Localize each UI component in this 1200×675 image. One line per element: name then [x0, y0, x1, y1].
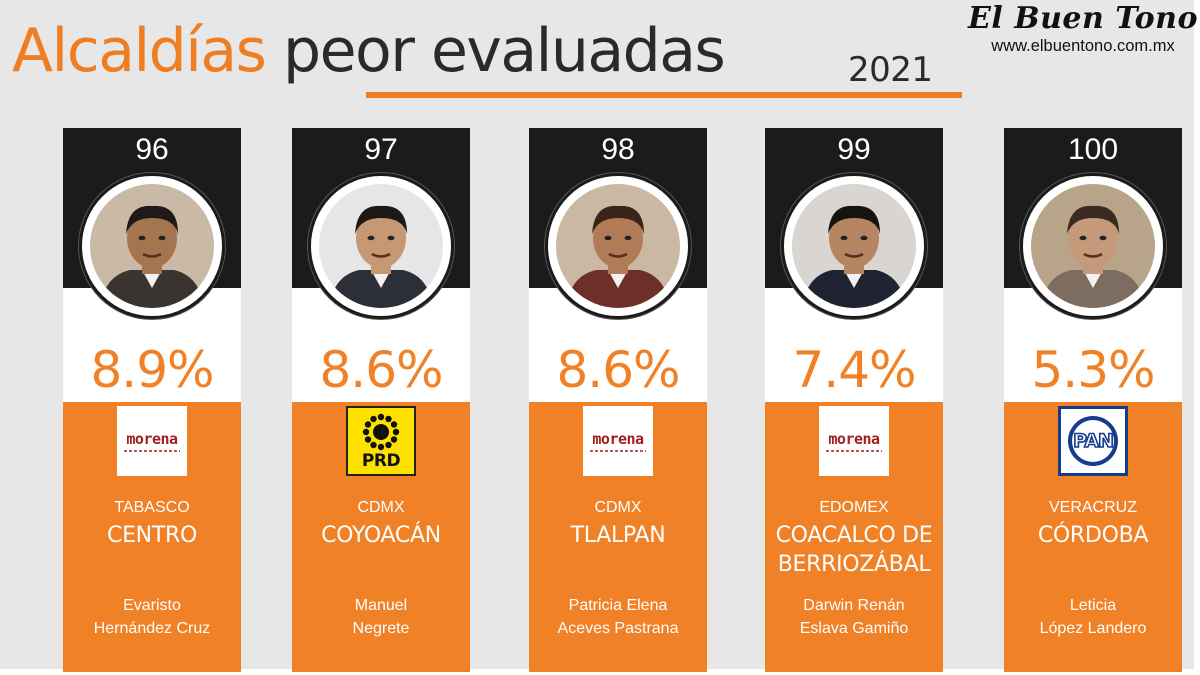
mayor-name: Patricia Elena Aceves Pastrana — [529, 594, 707, 640]
mayor-name-line-2: Eslava Gamiño — [799, 620, 909, 637]
mayor-name-line-1: Darwin Renán — [803, 597, 905, 614]
brand-block: El Buen Tono www.elbuentono.com.mx — [966, 1, 1200, 56]
title-underline — [366, 92, 962, 98]
bar-value: 8.9% — [90, 341, 214, 399]
mayor-photo-frame — [1020, 173, 1166, 319]
person-icon — [792, 184, 916, 308]
municipality-name: TLALPAN — [529, 521, 707, 550]
mayor-photo-frame — [79, 173, 225, 319]
municipality-line-1: TLALPAN — [570, 523, 666, 548]
morena-logo-icon: morena — [583, 406, 653, 476]
municipality-line-1: COYOACÁN — [321, 523, 441, 548]
mayor-name-line-2: Hernández Cruz — [93, 620, 211, 637]
rank-number: 100 — [1067, 133, 1119, 166]
alcaldia-card: 99 7.4% morena — [765, 128, 943, 672]
party-name: morena — [592, 429, 644, 448]
avatar — [1031, 184, 1155, 308]
municipality-name: COYOACÁN — [292, 521, 470, 550]
circle-emblem-icon — [1068, 416, 1118, 466]
municipality-line-1: COACALCO DE — [775, 523, 933, 548]
person-icon — [90, 184, 214, 308]
mayor-name: Darwin Renán Eslava Gamiño — [765, 594, 943, 640]
bar-value: 8.6% — [319, 341, 443, 399]
municipality-name: CENTRO — [63, 521, 241, 550]
person-icon — [1031, 184, 1155, 308]
morena-logo-icon: morena — [117, 406, 187, 476]
avatar — [556, 184, 680, 308]
party-name: PRD — [361, 451, 401, 471]
alcaldia-card: 100 5.3% — [1004, 128, 1182, 672]
party-name: morena — [126, 429, 178, 448]
alcaldia-card: 98 8.6% morena — [529, 128, 707, 672]
prd-emblem: PRD — [346, 406, 416, 476]
mayor-name-line-2: Aceves Pastrana — [557, 620, 679, 637]
avatar — [90, 184, 214, 308]
mayor-name: Leticia López Landero — [1004, 594, 1182, 640]
mayor-name-line-1: Patricia Elena — [568, 597, 668, 614]
municipality-name: CÓRDOBA — [1004, 521, 1182, 550]
title-part-1: Alcaldías — [12, 16, 267, 86]
municipality-line-1: CÓRDOBA — [1037, 523, 1149, 548]
title-part-2: peor evaluadas — [283, 16, 726, 86]
rank-number: 98 — [601, 133, 635, 166]
pan-logo-icon: PAN — [1058, 406, 1128, 476]
avatar — [319, 184, 443, 308]
state-label: CDMX — [594, 499, 642, 516]
municipality-name: COACALCO DE BERRIOZÁBAL — [765, 521, 943, 579]
state-label: TABASCO — [114, 499, 190, 516]
person-icon — [556, 184, 680, 308]
mayor-name-line-2: López Landero — [1039, 620, 1147, 637]
morena-underline — [590, 449, 646, 452]
rank-number: 96 — [135, 133, 169, 166]
mayor-photo-frame — [545, 173, 691, 319]
prd-logo-icon: PRD — [346, 406, 416, 476]
person-icon — [319, 184, 443, 308]
mayor-photo-frame — [308, 173, 454, 319]
bar-value: 7.4% — [792, 341, 916, 399]
bar-value: 8.6% — [556, 341, 680, 399]
morena-logo-icon: morena — [819, 406, 889, 476]
state-label: CDMX — [357, 499, 405, 516]
state-label: VERACRUZ — [1048, 499, 1137, 516]
mayor-name: Evaristo Hernández Cruz — [63, 594, 241, 640]
mayor-name-line-1: Manuel — [354, 597, 408, 614]
municipality-line-1: CENTRO — [107, 523, 197, 548]
municipality-line-2: BERRIOZÁBAL — [777, 552, 931, 577]
mayor-name-line-1: Leticia — [1069, 597, 1117, 614]
party-name: PAN — [1072, 429, 1114, 453]
page-title: Alcaldías peor evaluadas — [12, 6, 726, 96]
title-year: 2021 — [848, 50, 933, 90]
brand-url: www.elbuentono.com.mx — [991, 37, 1175, 55]
alcaldia-card: 97 8.6% — [292, 128, 470, 672]
rank-number: 97 — [364, 133, 398, 166]
morena-underline — [124, 449, 180, 452]
avatar — [792, 184, 916, 308]
bar-value: 5.3% — [1031, 341, 1155, 399]
mayor-name: Manuel Negrete — [292, 594, 470, 640]
party-name: morena — [828, 429, 880, 448]
mayor-photo-frame — [781, 173, 927, 319]
mayor-name-line-1: Evaristo — [123, 597, 181, 614]
state-label: EDOMEX — [819, 499, 889, 516]
rank-number: 99 — [837, 133, 871, 166]
pan-emblem: PAN — [1058, 406, 1128, 476]
brand-name: El Buen Tono — [968, 1, 1198, 36]
morena-underline — [826, 449, 882, 452]
sun-icon — [362, 413, 400, 451]
alcaldia-card: 96 8.9% morena — [63, 128, 241, 672]
mayor-name-line-2: Negrete — [352, 620, 410, 637]
